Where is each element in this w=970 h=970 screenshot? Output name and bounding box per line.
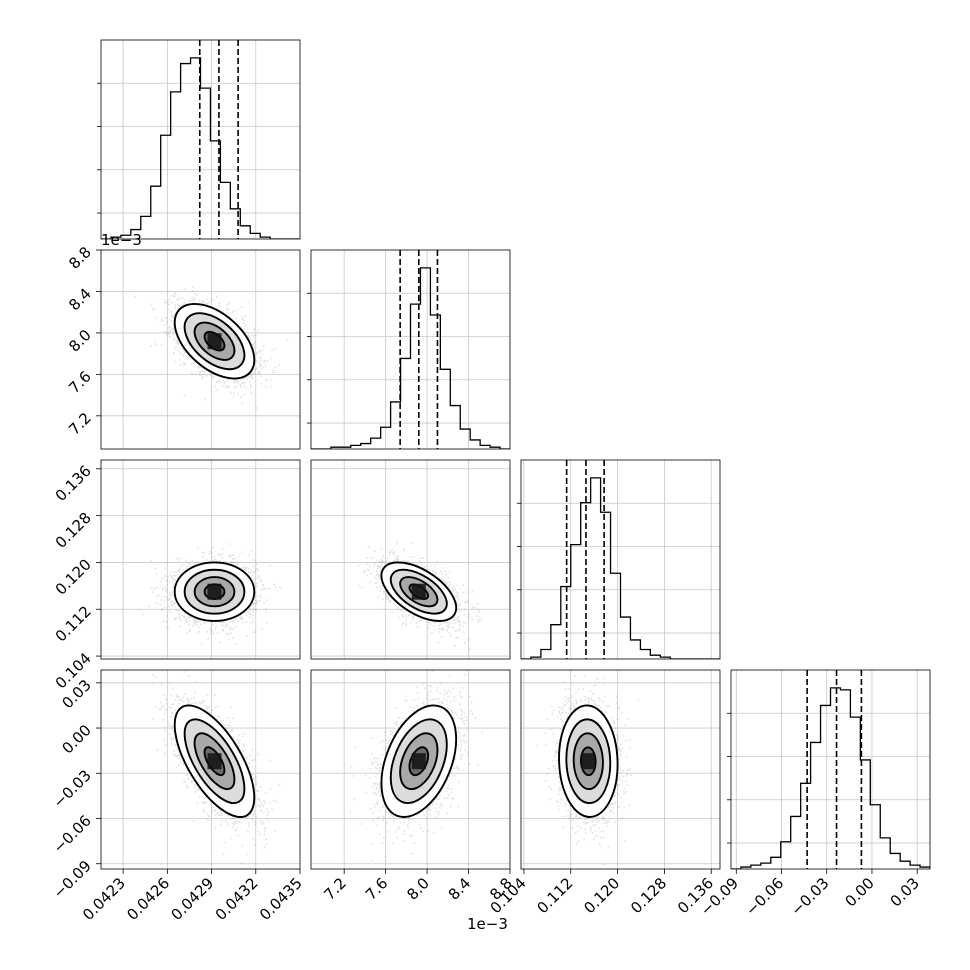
histogram-steps [521, 477, 720, 659]
y-tick-label: 7.6 [65, 367, 95, 397]
y-tick-label: −0.09 [50, 857, 95, 902]
y-tick-label: 0.120 [52, 556, 95, 599]
density-panel-1-2 [100, 249, 301, 450]
y-tick-label: 0.128 [52, 509, 95, 552]
density-content [536, 670, 640, 866]
x-tick-label: 8.4 [445, 874, 475, 904]
x-tick-label: 7.6 [362, 874, 392, 904]
x-tick-label: 7.2 [320, 874, 350, 904]
panel-frame [100, 249, 301, 450]
histogram-panel-1 [97, 39, 301, 240]
density-peak [411, 583, 426, 600]
panel-frame [100, 39, 301, 240]
histogram-steps [311, 267, 510, 449]
y-tick-label: −0.06 [50, 812, 95, 857]
panel-frame [310, 459, 511, 660]
x-tick-label: 0.0426 [123, 874, 173, 924]
histogram-steps [731, 687, 930, 869]
panel-frame [310, 249, 511, 450]
histogram-steps [101, 57, 300, 239]
y-tick-label: 8.8 [65, 243, 95, 273]
y-tick-label: −0.03 [50, 766, 95, 811]
density-content [358, 541, 482, 650]
density-peak [581, 753, 596, 770]
panel-frame [100, 669, 301, 870]
panel-frame [520, 669, 721, 870]
x-tick-label: 0.00 [841, 874, 877, 910]
density-panel-3-4 [520, 669, 721, 870]
x-tick-label: −0.03 [787, 874, 832, 919]
histogram-panel-4 [727, 669, 931, 870]
x-tick-label: 0.112 [533, 874, 576, 917]
density-content [151, 671, 281, 865]
density-peak [207, 753, 222, 770]
density-panel-1-4 [100, 669, 301, 870]
density-peak [207, 333, 222, 350]
x-tick-label: 0.0432 [212, 874, 262, 924]
panel-frame [310, 669, 511, 870]
density-content [349, 670, 483, 862]
y-tick-label: 8.0 [65, 326, 95, 356]
density-panel-2-4 [310, 669, 511, 870]
x-tick-label: −0.06 [742, 874, 787, 919]
histogram-panel-3 [517, 459, 721, 660]
panel-frame [730, 669, 931, 870]
y-tick-label: 0.00 [58, 721, 94, 757]
density-panel-1-3 [100, 459, 301, 660]
panel-frame [520, 459, 721, 660]
y-offset-label-param2: 1e−3 [101, 231, 142, 249]
y-tick-label: 0.112 [52, 602, 95, 645]
y-tick-label: 8.4 [65, 285, 95, 315]
x-tick-label: 8.0 [403, 874, 433, 904]
density-content [134, 286, 289, 409]
y-tick-label: 7.2 [65, 409, 95, 439]
x-tick-label: 0.0423 [79, 874, 129, 924]
density-content [142, 543, 282, 646]
panel-frame [100, 459, 301, 660]
x-tick-label: 0.128 [627, 874, 670, 917]
density-peak [207, 583, 222, 600]
x-tick-label: 0.03 [887, 874, 923, 910]
density-panel-2-3 [310, 459, 511, 660]
x-offset-label-param2: 1e−3 [467, 915, 508, 933]
y-tick-label: 0.136 [52, 462, 95, 505]
x-tick-label: 0.0429 [168, 874, 218, 924]
density-peak [411, 753, 426, 770]
x-tick-label: 0.120 [580, 874, 623, 917]
x-tick-label: 0.0435 [256, 874, 306, 924]
histogram-panel-2 [307, 249, 511, 450]
